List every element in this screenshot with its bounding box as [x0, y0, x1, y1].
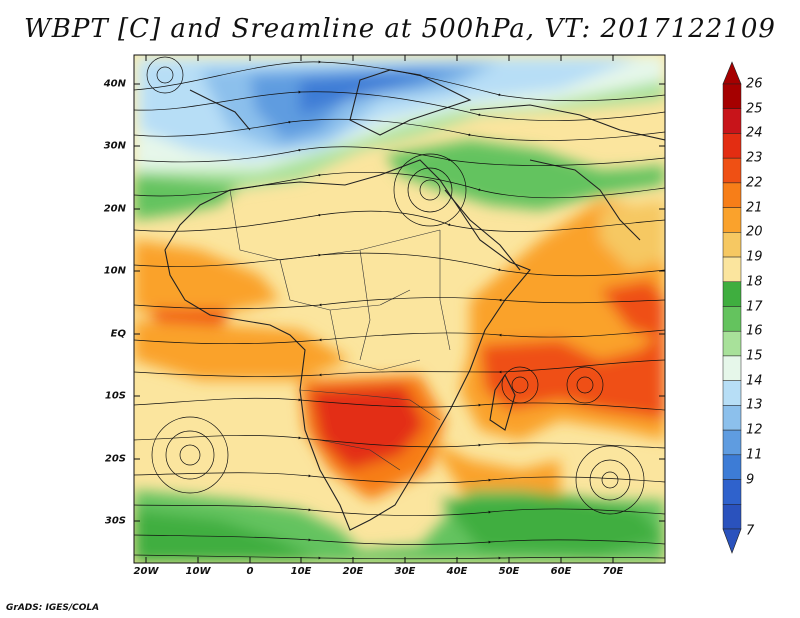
lon-label: 10E [290, 566, 312, 577]
colorbar-label: 7 [746, 523, 755, 539]
colorbar-swatch [722, 207, 742, 233]
lon-label: 30E [394, 566, 416, 577]
lon-label: 70E [602, 566, 624, 577]
lon-label: 0 [246, 566, 254, 577]
colorbar-swatch [722, 429, 742, 456]
colorbar-label: 17 [746, 299, 763, 314]
colorbar-label: 11 [746, 447, 763, 463]
lon-label: 20W [133, 566, 159, 577]
map-title: WBPT [C] and Sreamline at 500hPa, VT: 20… [24, 14, 776, 44]
lat-label: 30N [103, 140, 126, 152]
colorbar-label: 25 [746, 101, 763, 117]
colorbar-label: 23 [746, 150, 763, 166]
colorbar-label: 15 [746, 348, 763, 364]
colorbar-top-arrow [722, 61, 742, 85]
colorbar-label: 22 [746, 175, 763, 191]
lon-label: 40E [446, 566, 468, 577]
colorbar-label: 14 [746, 373, 763, 389]
lat-label: 40N [103, 78, 126, 90]
colorbar-bottom-arrow [722, 528, 742, 554]
colorbar-swatch [722, 232, 742, 258]
colorbar-label: 19 [746, 249, 763, 265]
lat-label: 10S [104, 390, 126, 402]
map-frame [133, 54, 666, 564]
streamlines [134, 60, 665, 560]
colorbar-swatch [722, 182, 742, 208]
colorbar-swatch [722, 108, 742, 134]
colorbar-swatch [722, 355, 742, 381]
lat-label: 20N [103, 203, 126, 215]
lon-label: 50E [498, 566, 520, 577]
colorbar-swatch [722, 380, 742, 406]
colorbar-label: 24 [746, 125, 763, 141]
colorbar-label: 21 [746, 200, 763, 216]
lat-label: 30S [104, 515, 126, 527]
colorbar-swatch [722, 133, 742, 159]
lat-label: 10N [103, 265, 126, 277]
colorbar-label: 16 [746, 323, 763, 339]
vortex-swirls [146, 56, 645, 515]
colorbar [722, 61, 742, 554]
colorbar-label: 12 [746, 422, 763, 438]
colorbar-label: 9 [746, 472, 755, 488]
lon-label: 60E [550, 566, 572, 577]
lon-label: 20E [342, 566, 364, 577]
colorbar-label: 26 [746, 76, 763, 92]
colorbar-swatch [722, 454, 742, 480]
lon-label: 10W [185, 566, 211, 577]
colorbar-swatch [722, 157, 742, 184]
colorbar-swatch [722, 306, 742, 332]
colorbar-label: 13 [746, 397, 763, 413]
colorbar-swatch [722, 281, 742, 307]
colorbar-swatch [722, 256, 742, 283]
colorbar-swatch [722, 504, 742, 530]
axis-ticks [134, 55, 665, 563]
colorbar-swatch [722, 405, 742, 431]
colorbar-swatch [722, 479, 742, 505]
colorbar-swatch [722, 83, 742, 109]
colorbar-label: 18 [746, 274, 763, 290]
colorbar-label: 20 [746, 224, 763, 240]
grads-credit: GrADS: IGES/COLA [6, 603, 100, 613]
lat-label: 20S [104, 453, 126, 465]
colorbar-swatch [722, 330, 742, 357]
wbpt-shading [134, 55, 665, 563]
lat-label: EQ [110, 328, 126, 340]
